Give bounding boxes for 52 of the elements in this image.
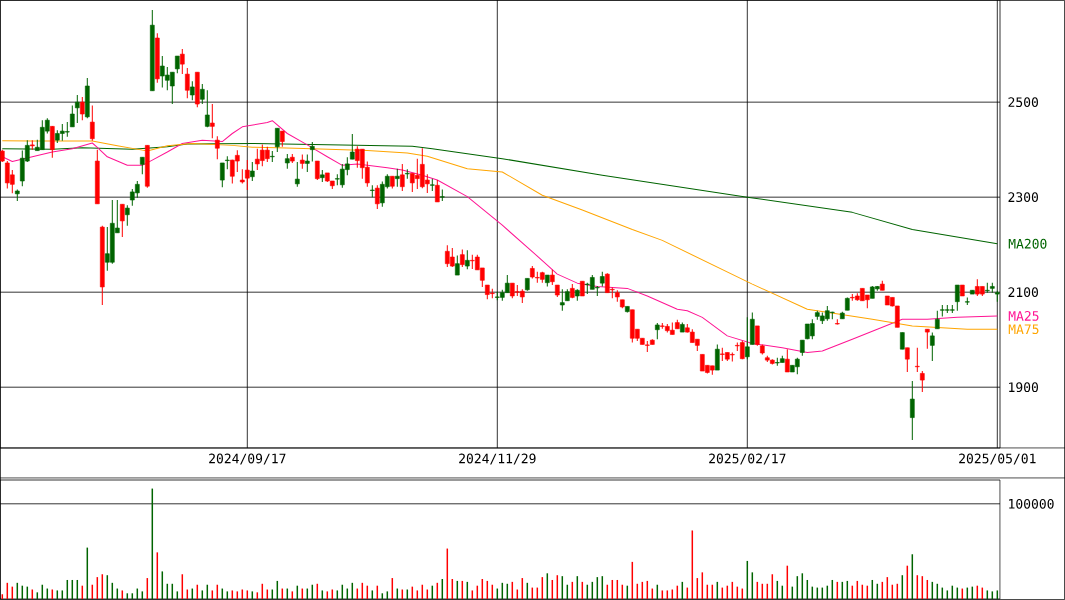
candlestick — [315, 160, 320, 181]
candlestick — [905, 347, 910, 373]
candlestick — [200, 83, 205, 105]
candlestick — [50, 125, 55, 159]
candlestick — [220, 162, 225, 188]
x-tick-label: 2025/05/01 — [959, 453, 1036, 465]
candlestick — [125, 204, 130, 227]
candlestick — [395, 168, 400, 188]
candlestick — [910, 380, 915, 441]
series-label: MA200 — [1008, 238, 1047, 249]
candlestick — [465, 249, 470, 270]
y-tick-label: 2500 — [1008, 97, 1038, 108]
candlestick — [80, 96, 85, 121]
candlestick — [70, 104, 75, 128]
candlestick — [955, 284, 960, 312]
candlestick — [215, 135, 220, 160]
y-tick-label: 2100 — [1008, 287, 1038, 298]
candlestick — [270, 150, 275, 163]
candlestick — [120, 203, 125, 238]
y-tick-label: 1900 — [1009, 382, 1038, 393]
x-tick-label: 2024/09/17 — [209, 453, 286, 465]
candlestick — [205, 89, 210, 128]
candlestick — [90, 104, 95, 142]
candlestick — [560, 288, 565, 312]
candlestick — [435, 179, 440, 203]
candlestick — [375, 184, 380, 210]
candlestick — [75, 94, 80, 124]
candlestick — [985, 282, 990, 294]
y-tick-label: 2300 — [1008, 192, 1038, 203]
candlestick — [925, 328, 930, 350]
candlestick — [915, 347, 920, 373]
candlestick — [785, 348, 790, 373]
candlestick — [250, 161, 255, 182]
candlestick — [190, 80, 195, 101]
x-tick-label: 2025/02/17 — [709, 453, 786, 465]
candlestick — [755, 325, 760, 347]
candlestick — [745, 316, 750, 360]
candlestick — [180, 48, 185, 75]
candlestick — [400, 163, 405, 192]
candlestick — [210, 103, 215, 139]
x-tick-label: 2024/11/29 — [459, 453, 536, 465]
candlestick — [935, 310, 940, 330]
candlestick — [930, 332, 935, 362]
y-tick-label: 100000 — [1009, 498, 1054, 509]
candlestick — [920, 370, 925, 393]
candlestick — [295, 161, 300, 188]
candlestick — [455, 255, 460, 276]
candlestick — [185, 67, 190, 99]
candlestick — [715, 343, 720, 371]
candlestick — [245, 159, 250, 191]
series-label: MA25 — [1008, 311, 1039, 321]
series-label: MA75 — [1008, 324, 1039, 335]
